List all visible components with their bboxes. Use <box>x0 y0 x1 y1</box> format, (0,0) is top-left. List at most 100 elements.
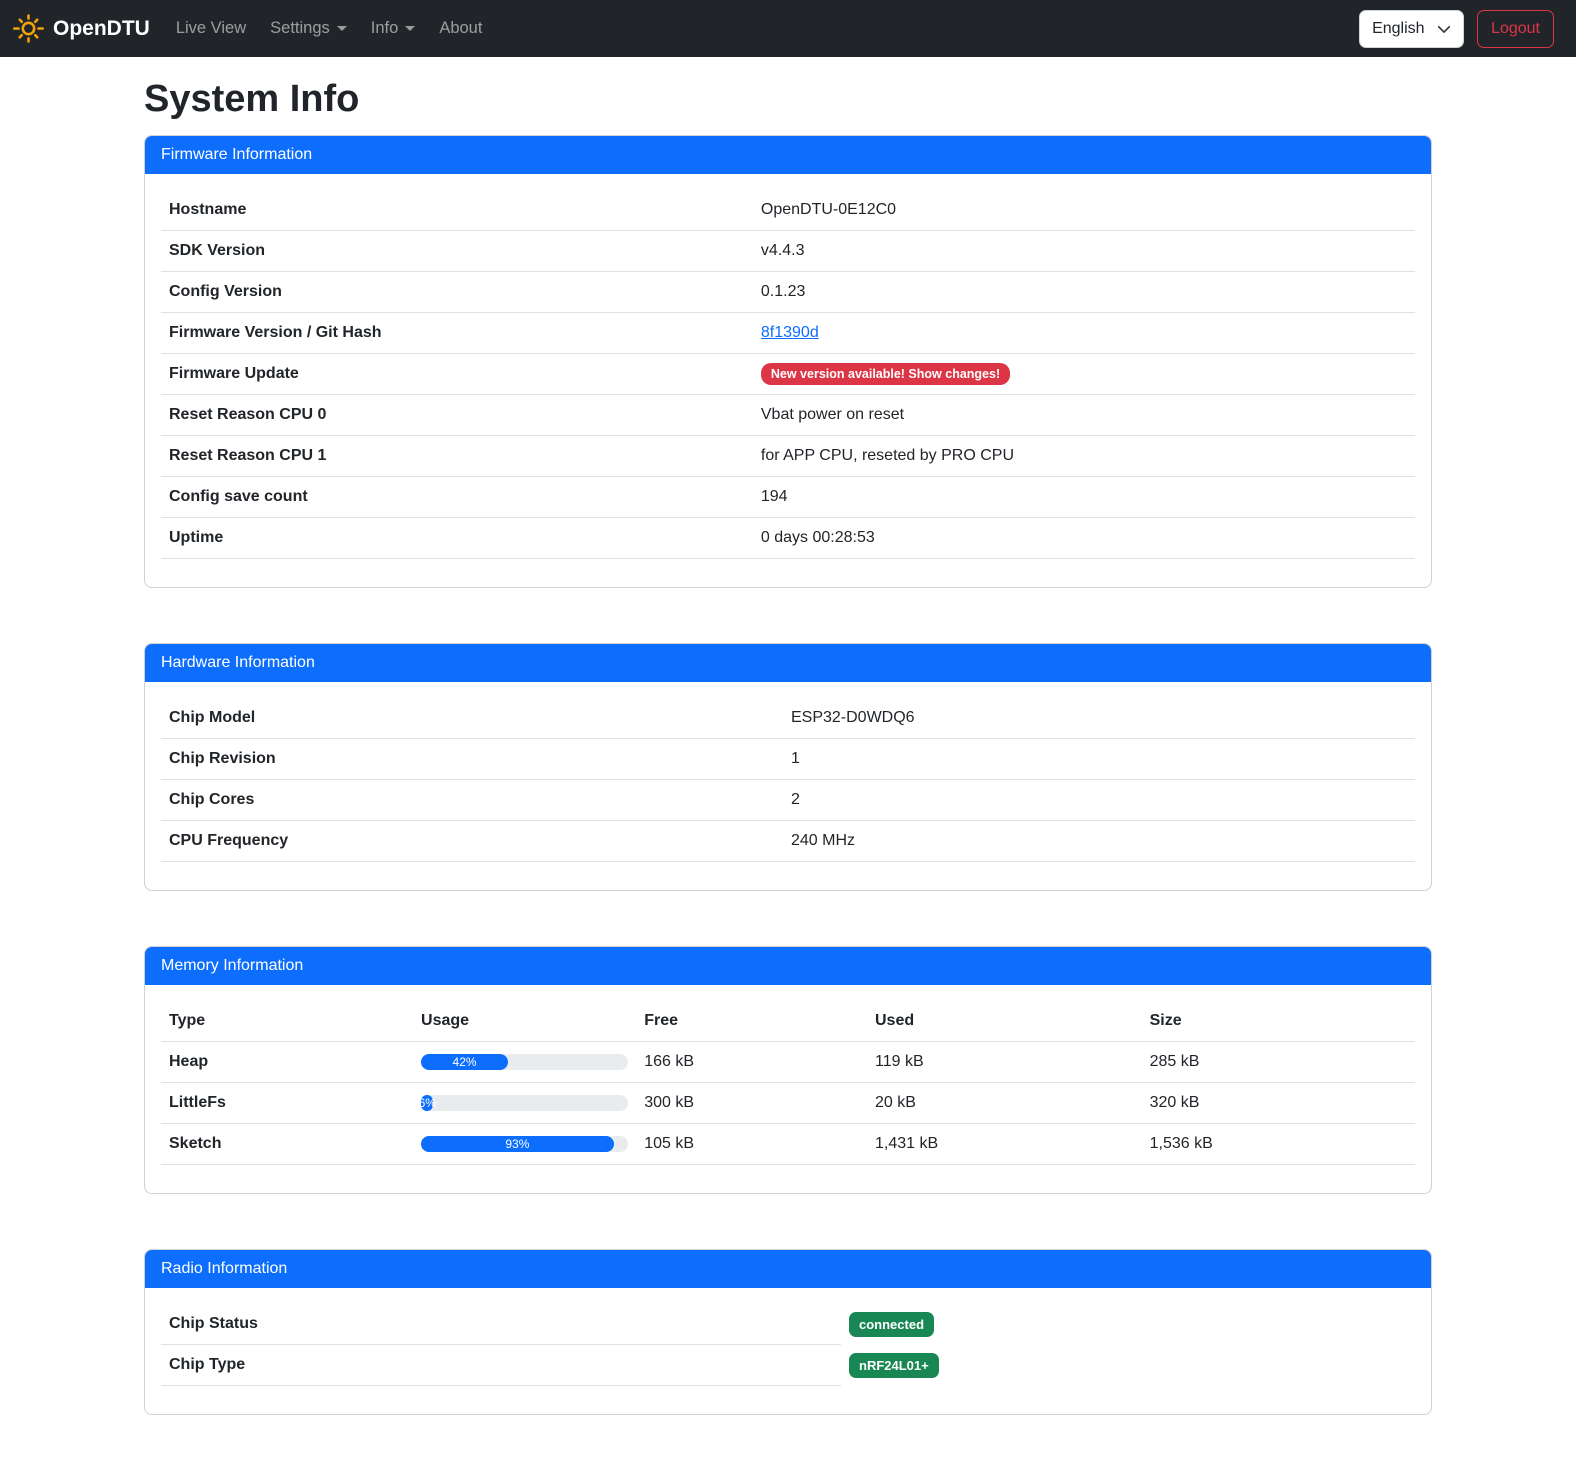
navbar-right: English Logout <box>1359 9 1554 48</box>
memory-row-heap: Heap 42% 166 kB 119 kB 285 kB <box>161 1041 1415 1083</box>
usage-progress-fill: 42% <box>421 1053 509 1070</box>
hardware-table: Chip Model ESP32-D0WDQ6 Chip Revision 1 Chip… <box>161 697 1415 862</box>
hardware-information-card: Hardware Information Chip Model ESP32-D0W… <box>144 642 1432 891</box>
memory-type: LittleFs <box>161 1082 414 1124</box>
memory-used: 119 kB <box>866 1041 1142 1083</box>
row-label: Hostname <box>161 189 753 231</box>
memory-free: 105 kB <box>636 1123 867 1165</box>
row-value: v4.4.3 <box>752 230 1415 272</box>
row-value: 194 <box>752 476 1415 518</box>
memory-usage-cell: 6% <box>413 1082 637 1124</box>
radio-card-body: Chip Status connected Chip Type nRF24L01+ <box>145 1288 1431 1415</box>
row-label: Chip Cores <box>161 779 783 821</box>
hardware-card-body: Chip Model ESP32-D0WDQ6 Chip Revision 1 Chip… <box>145 682 1431 890</box>
row-value: OpenDTU-0E12C0 <box>752 189 1415 231</box>
radio-row-chip-type: Chip Type nRF24L01+ <box>161 1344 947 1387</box>
firmware-information-card: Firmware Information Hostname OpenDTU-0E1… <box>144 134 1432 588</box>
brand-label: OpenDTU <box>53 16 150 40</box>
row-value: 0.1.23 <box>752 271 1415 313</box>
nav-links: Live View Settings Info About <box>164 11 495 46</box>
chevron-down-icon <box>1437 22 1451 36</box>
caret-down-icon <box>336 26 347 31</box>
memory-used: 1,431 kB <box>866 1123 1142 1165</box>
memory-used: 20 kB <box>866 1082 1142 1124</box>
table-row-chip-cores: Chip Cores 2 <box>161 779 1415 821</box>
row-value: 240 MHz <box>782 820 1415 862</box>
firmware-update-badge[interactable]: New version available! Show changes! <box>760 362 1011 385</box>
navbar: OpenDTU Live View Settings Info About En… <box>0 0 1576 57</box>
table-row-cpu-frequency: CPU Frequency 240 MHz <box>161 820 1415 862</box>
table-row-config-save-count: Config save count 194 <box>161 476 1415 518</box>
memory-column-header-size: Size <box>1141 1000 1415 1042</box>
usage-progress-fill: 93% <box>421 1135 614 1152</box>
memory-table: Type Usage Free Used Size Heap 42% 166 kB 119 k… <box>161 1000 1415 1165</box>
firmware-card-body: Hostname OpenDTU-0E12C0 SDK Version v4.4.3 C… <box>145 174 1431 587</box>
row-value: nRF24L01+ <box>841 1345 947 1386</box>
sun-logo-icon <box>13 13 44 44</box>
row-label: Uptime <box>161 517 753 559</box>
usage-progress: 42% <box>421 1053 629 1070</box>
row-value: 1 <box>782 738 1415 780</box>
brand-link[interactable]: OpenDTU <box>13 13 150 44</box>
firmware-table: Hostname OpenDTU-0E12C0 SDK Version v4.4.3 C… <box>161 189 1415 559</box>
git-hash-link[interactable]: 8f1390d <box>760 323 819 341</box>
radio-row-chip-status: Chip Status connected <box>161 1303 947 1346</box>
row-label: Firmware Version / Git Hash <box>161 312 753 354</box>
table-row-reset-reason-cpu-0: Reset Reason CPU 0 Vbat power on reset <box>161 394 1415 436</box>
memory-usage-cell: 93% <box>413 1123 637 1165</box>
row-label: Config save count <box>161 476 753 518</box>
memory-size: 1,536 kB <box>1141 1123 1415 1165</box>
nav-item-info[interactable]: Info <box>359 11 428 46</box>
row-label: Firmware Update <box>161 353 753 395</box>
table-row-reset-reason-cpu-1: Reset Reason CPU 1 for APP CPU, reseted b… <box>161 435 1415 477</box>
memory-row-littlefs: LittleFs 6% 300 kB 20 kB 320 kB <box>161 1082 1415 1124</box>
usage-progress-fill: 6% <box>418 1094 436 1111</box>
chip-type-badge: nRF24L01+ <box>849 1352 939 1378</box>
memory-free: 166 kB <box>636 1041 867 1083</box>
row-value: 2 <box>782 779 1415 821</box>
radio-card-header: Radio Information <box>145 1249 1431 1288</box>
memory-column-header-free: Free <box>636 1000 867 1042</box>
memory-card-body: Type Usage Free Used Size Heap 42% 166 kB 119 k… <box>145 985 1431 1193</box>
language-select-value: English <box>1372 19 1425 37</box>
table-row-firmware-update: Firmware Update New version available! Sh… <box>161 353 1415 395</box>
table-row-config-version: Config Version 0.1.23 <box>161 271 1415 313</box>
table-row-firmware-version-git-hash: Firmware Version / Git Hash 8f1390d <box>161 312 1415 354</box>
row-label: Reset Reason CPU 1 <box>161 435 753 477</box>
firmware-card-header: Firmware Information <box>145 135 1431 174</box>
nav-item-about[interactable]: About <box>439 19 483 37</box>
radio-information-card: Radio Information Chip Status connected Ch… <box>144 1248 1432 1416</box>
table-row-hostname: Hostname OpenDTU-0E12C0 <box>161 189 1415 231</box>
row-label: CPU Frequency <box>161 820 783 862</box>
usage-progress: 6% <box>418 1094 629 1111</box>
logout-button[interactable]: Logout <box>1477 9 1554 48</box>
memory-row-sketch: Sketch 93% 105 kB 1,431 kB 1,536 kB <box>161 1123 1415 1165</box>
row-value: connected <box>841 1304 947 1345</box>
main-content: System Info Firmware Information Hostnam… <box>144 77 1432 1416</box>
row-label: Config Version <box>161 271 753 313</box>
table-row-uptime: Uptime 0 days 00:28:53 <box>161 517 1415 559</box>
nav-item-settings[interactable]: Settings <box>258 11 359 46</box>
memory-information-card: Memory Information Type Usage Free Used Size… <box>144 945 1432 1194</box>
row-label: Chip Type <box>161 1344 841 1387</box>
usage-progress: 93% <box>421 1135 629 1152</box>
nav-item-live-view[interactable]: Live View <box>175 19 247 37</box>
radio-table: Chip Status connected Chip Type nRF24L01+ <box>161 1303 947 1387</box>
language-select[interactable]: English <box>1359 9 1465 48</box>
row-value: ESP32-D0WDQ6 <box>782 697 1415 739</box>
memory-column-header-usage: Usage <box>413 1000 637 1042</box>
row-label: Chip Status <box>161 1303 841 1346</box>
page-title: System Info <box>144 78 360 120</box>
usage-percent-label: 6% <box>418 1095 436 1110</box>
memory-column-header-used: Used <box>866 1000 1142 1042</box>
caret-down-icon <box>405 26 416 31</box>
memory-card-header: Memory Information <box>145 946 1431 985</box>
memory-column-header-type: Type <box>161 1000 414 1042</box>
row-value: 0 days 00:28:53 <box>752 517 1415 559</box>
row-label: Chip Revision <box>161 738 783 780</box>
row-label: Chip Model <box>161 697 783 739</box>
memory-free: 300 kB <box>636 1082 867 1124</box>
row-label: Reset Reason CPU 0 <box>161 394 753 436</box>
usage-percent-label: 93% <box>505 1136 530 1151</box>
chip-status-badge: connected <box>849 1311 935 1337</box>
